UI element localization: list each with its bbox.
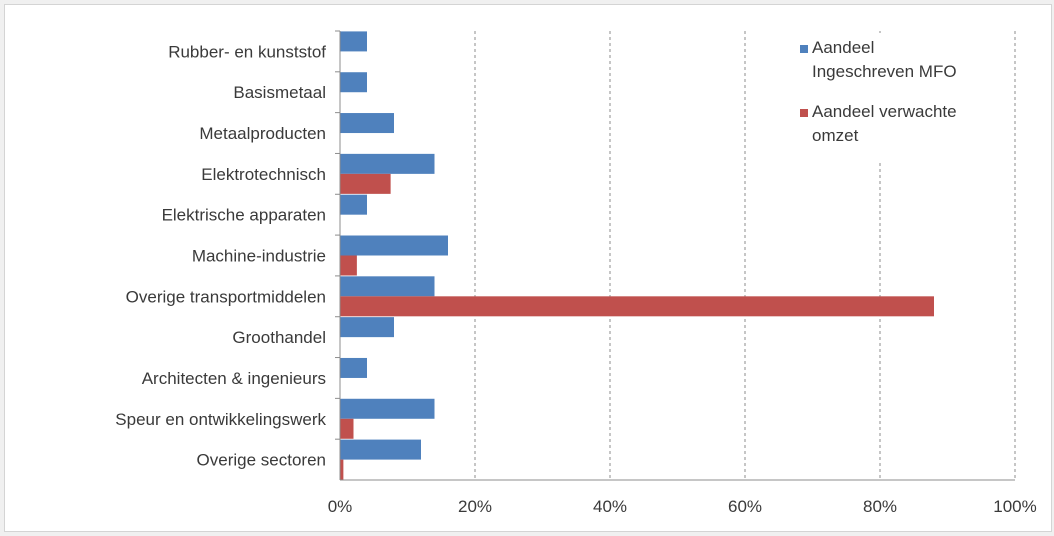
category-label: Overige transportmiddelen xyxy=(126,287,326,306)
bar-omzet xyxy=(340,255,357,276)
category-labels: Rubber- en kunststof Basismetaal Metaalpro… xyxy=(115,42,326,469)
bar-omzet xyxy=(340,459,344,480)
bar-mfo xyxy=(340,317,394,338)
bar-mfo xyxy=(340,113,394,134)
chart-frame: Rubber- en kunststof Basismetaal Metaalpro… xyxy=(4,4,1052,532)
x-tick-labels: 0% 20% 40% 60% 80% 100% xyxy=(328,497,1037,516)
legend-swatch xyxy=(800,109,808,117)
category-label: Elektrotechnisch xyxy=(201,165,326,184)
bar-omzet xyxy=(340,296,934,317)
category-label: Overige sectoren xyxy=(197,451,326,470)
bar-omzet xyxy=(340,173,391,194)
bars xyxy=(340,31,934,480)
bar-chart: Rubber- en kunststof Basismetaal Metaalpro… xyxy=(115,30,1037,516)
bar-omzet xyxy=(340,418,354,439)
x-tick-label: 20% xyxy=(458,497,492,516)
legend-label: Ingeschreven MFO xyxy=(812,62,957,81)
category-label: Speur en ontwikkelingswerk xyxy=(115,410,326,429)
category-label: Groothandel xyxy=(232,328,326,347)
bar-mfo xyxy=(340,153,435,174)
category-label: Architecten & ingenieurs xyxy=(142,369,326,388)
category-label: Rubber- en kunststof xyxy=(168,42,326,61)
bar-mfo xyxy=(340,235,448,256)
category-label: Machine-industrie xyxy=(192,247,326,266)
legend-label: Aandeel verwachte xyxy=(812,102,957,121)
axes xyxy=(335,30,1015,481)
bar-mfo xyxy=(340,398,435,419)
x-tick-label: 40% xyxy=(593,497,627,516)
x-tick-label: 0% xyxy=(328,497,353,516)
category-label: Basismetaal xyxy=(233,83,326,102)
x-tick-label: 100% xyxy=(993,497,1036,516)
legend: Aandeel Ingeschreven MFO Aandeel verwachte… xyxy=(795,33,1010,163)
category-label: Elektrische apparaten xyxy=(162,206,326,225)
category-label: Metaalproducten xyxy=(199,124,326,143)
bar-mfo xyxy=(340,31,367,52)
legend-background xyxy=(795,33,1010,163)
x-tick-label: 80% xyxy=(863,497,897,516)
legend-swatch xyxy=(800,45,808,53)
bar-mfo xyxy=(340,276,435,297)
bar-mfo xyxy=(340,439,421,460)
bar-mfo xyxy=(340,194,367,215)
legend-label: Aandeel xyxy=(812,38,874,57)
bar-mfo xyxy=(340,72,367,93)
x-tick-label: 60% xyxy=(728,497,762,516)
legend-label: omzet xyxy=(812,126,859,145)
bar-mfo xyxy=(340,357,367,378)
